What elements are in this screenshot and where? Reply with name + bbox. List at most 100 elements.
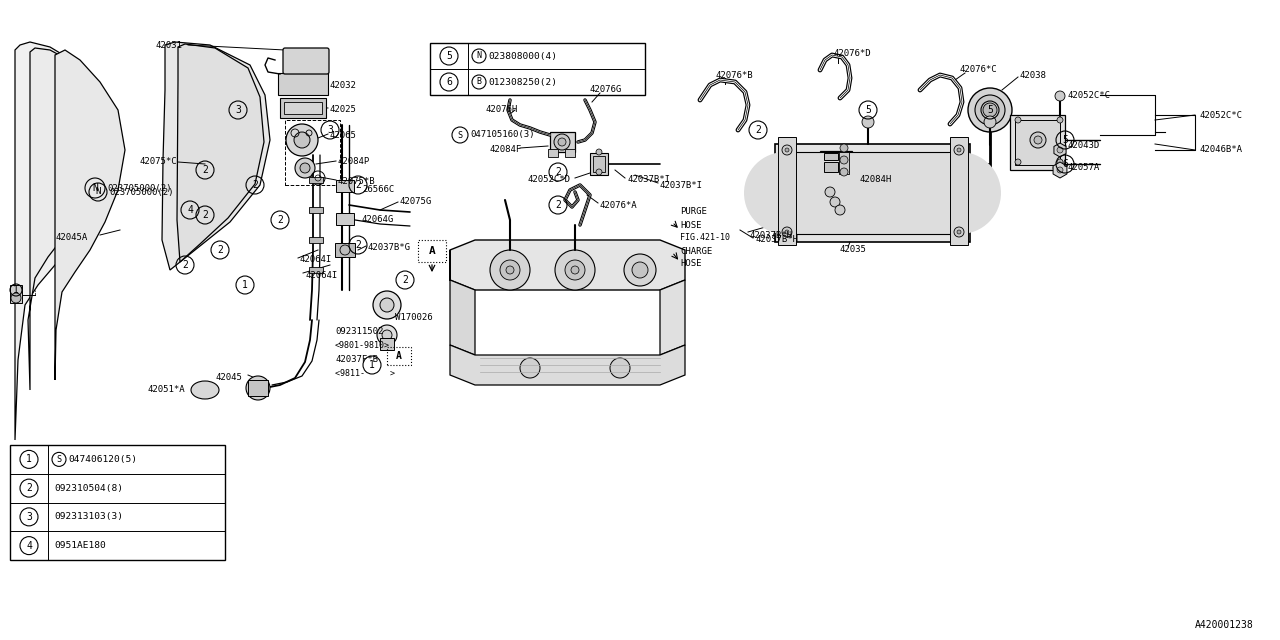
Text: 42037F*B: 42037F*B bbox=[335, 355, 378, 365]
Circle shape bbox=[954, 227, 964, 237]
Ellipse shape bbox=[191, 381, 219, 399]
Text: 1: 1 bbox=[26, 454, 32, 465]
Text: 047105160(3): 047105160(3) bbox=[470, 131, 535, 140]
Text: 42045: 42045 bbox=[215, 372, 242, 381]
Circle shape bbox=[246, 376, 270, 400]
Circle shape bbox=[294, 158, 315, 178]
Text: 2: 2 bbox=[755, 125, 760, 135]
Bar bbox=[308, 267, 323, 273]
Text: 2: 2 bbox=[402, 275, 408, 285]
Text: 092311502: 092311502 bbox=[335, 328, 384, 337]
Text: 5: 5 bbox=[865, 105, 870, 115]
Text: 2: 2 bbox=[202, 165, 207, 175]
Polygon shape bbox=[163, 42, 270, 270]
Text: 42045A: 42045A bbox=[55, 232, 87, 241]
Circle shape bbox=[490, 250, 530, 290]
Text: HOSE: HOSE bbox=[680, 221, 701, 230]
Circle shape bbox=[861, 116, 874, 128]
Text: 42035: 42035 bbox=[840, 246, 867, 255]
Bar bbox=[820, 151, 852, 175]
Text: 42052C*C: 42052C*C bbox=[1068, 90, 1111, 99]
Circle shape bbox=[1057, 159, 1062, 165]
Circle shape bbox=[1057, 167, 1062, 173]
Text: 42025: 42025 bbox=[330, 106, 357, 115]
Text: 092313103(3): 092313103(3) bbox=[54, 513, 123, 522]
Circle shape bbox=[829, 197, 840, 207]
Circle shape bbox=[744, 152, 826, 234]
Text: FIG.421-10: FIG.421-10 bbox=[680, 234, 730, 243]
Bar bbox=[387, 347, 411, 365]
Circle shape bbox=[785, 148, 788, 152]
Bar bbox=[10, 285, 22, 303]
Circle shape bbox=[611, 358, 630, 378]
Circle shape bbox=[506, 266, 515, 274]
Text: 1: 1 bbox=[13, 285, 19, 295]
Text: 5: 5 bbox=[987, 105, 993, 115]
Circle shape bbox=[1057, 117, 1062, 123]
Circle shape bbox=[1057, 147, 1062, 153]
Text: A: A bbox=[429, 246, 435, 256]
Circle shape bbox=[1015, 117, 1021, 123]
Text: 42031: 42031 bbox=[155, 40, 182, 49]
Text: 2: 2 bbox=[26, 483, 32, 493]
Text: N: N bbox=[476, 51, 481, 61]
Bar bbox=[838, 152, 849, 174]
Bar bbox=[284, 102, 323, 114]
Text: 2: 2 bbox=[252, 180, 259, 190]
Text: 023705000(2): 023705000(2) bbox=[109, 188, 174, 196]
Circle shape bbox=[785, 230, 788, 234]
Circle shape bbox=[1015, 159, 1021, 165]
Circle shape bbox=[840, 144, 849, 152]
Circle shape bbox=[12, 293, 20, 303]
Circle shape bbox=[380, 298, 394, 312]
Circle shape bbox=[957, 230, 961, 234]
Bar bbox=[774, 144, 970, 242]
Text: 5: 5 bbox=[1062, 135, 1068, 145]
Text: 2: 2 bbox=[355, 180, 361, 190]
Bar bbox=[590, 153, 608, 175]
Text: 42037B*H: 42037B*H bbox=[750, 230, 794, 239]
Bar bbox=[593, 156, 605, 172]
Bar bbox=[280, 98, 326, 118]
Circle shape bbox=[835, 205, 845, 215]
Text: A: A bbox=[396, 351, 402, 361]
Bar bbox=[550, 132, 575, 152]
Text: 42084P: 42084P bbox=[338, 157, 370, 166]
Polygon shape bbox=[451, 250, 475, 355]
Bar bbox=[10, 445, 225, 560]
Bar bbox=[778, 137, 796, 245]
Polygon shape bbox=[55, 50, 125, 380]
Text: N: N bbox=[92, 183, 99, 193]
Circle shape bbox=[381, 330, 392, 340]
Text: 42076G: 42076G bbox=[590, 86, 622, 95]
Polygon shape bbox=[15, 42, 105, 440]
Circle shape bbox=[372, 291, 401, 319]
Text: 6: 6 bbox=[1062, 159, 1068, 169]
Text: N: N bbox=[95, 188, 101, 196]
Text: A420001238: A420001238 bbox=[1196, 620, 1253, 630]
Text: 42084F: 42084F bbox=[490, 145, 522, 154]
Circle shape bbox=[826, 187, 835, 197]
Text: PURGE: PURGE bbox=[680, 207, 707, 216]
Text: 1: 1 bbox=[369, 360, 375, 370]
Text: 42076*C: 42076*C bbox=[960, 65, 997, 74]
Polygon shape bbox=[660, 280, 685, 355]
Bar bbox=[308, 237, 323, 243]
Text: 3: 3 bbox=[328, 125, 333, 135]
Bar bbox=[430, 43, 645, 95]
Bar bbox=[1010, 115, 1065, 170]
Text: 42051*A: 42051*A bbox=[148, 385, 186, 394]
Text: 3: 3 bbox=[236, 105, 241, 115]
Text: <9801-9810>: <9801-9810> bbox=[335, 342, 390, 351]
Text: 023705000(2): 023705000(2) bbox=[108, 184, 172, 193]
Bar bbox=[785, 152, 960, 234]
Text: 2: 2 bbox=[182, 260, 188, 270]
Bar bbox=[308, 177, 323, 183]
Text: 2: 2 bbox=[202, 210, 207, 220]
Circle shape bbox=[300, 163, 310, 173]
Text: 42084H: 42084H bbox=[860, 175, 892, 184]
Bar bbox=[335, 180, 355, 192]
Text: 42076H: 42076H bbox=[485, 106, 517, 115]
Text: 2: 2 bbox=[556, 167, 561, 177]
Circle shape bbox=[1034, 136, 1042, 144]
